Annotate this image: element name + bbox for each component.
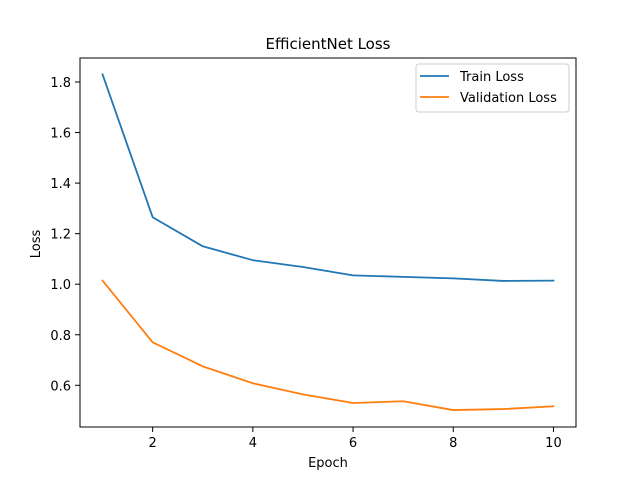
x-tick-label: 4 xyxy=(249,436,257,451)
x-axis-label: Epoch xyxy=(308,456,348,471)
train-loss-line xyxy=(101,73,555,282)
legend-box xyxy=(415,63,570,113)
y-tick-label: 1.4 xyxy=(50,177,71,192)
y-tick-label: 0.8 xyxy=(50,329,71,344)
y-tick-label: 1.2 xyxy=(50,228,71,243)
legend: Train Loss Validation Loss xyxy=(415,63,570,113)
legend-label-validation-loss: Validation Loss xyxy=(460,91,557,106)
series-layer xyxy=(101,73,555,411)
legend-label-train-loss: Train Loss xyxy=(459,70,524,85)
y-tick-label: 1.8 xyxy=(50,76,71,91)
x-tick-label: 10 xyxy=(545,436,562,451)
plot-area xyxy=(80,58,576,427)
axes-frame xyxy=(79,57,577,428)
ticks-layer: 2 4 6 8 10 0.6 0.8 1.0 1.2 1.4 1.6 1.8 xyxy=(50,76,561,451)
y-tick-label: 1.0 xyxy=(50,278,71,293)
x-tick-label: 6 xyxy=(349,436,357,451)
x-tick-label: 2 xyxy=(149,436,157,451)
chart-title: EfficientNet Loss xyxy=(265,35,390,53)
y-axis-label: Loss xyxy=(29,230,44,259)
x-tick-label: 8 xyxy=(449,436,457,451)
y-tick-label: 1.6 xyxy=(50,127,71,142)
y-tick-label: 0.6 xyxy=(50,379,71,394)
validation-loss-line xyxy=(101,279,555,411)
